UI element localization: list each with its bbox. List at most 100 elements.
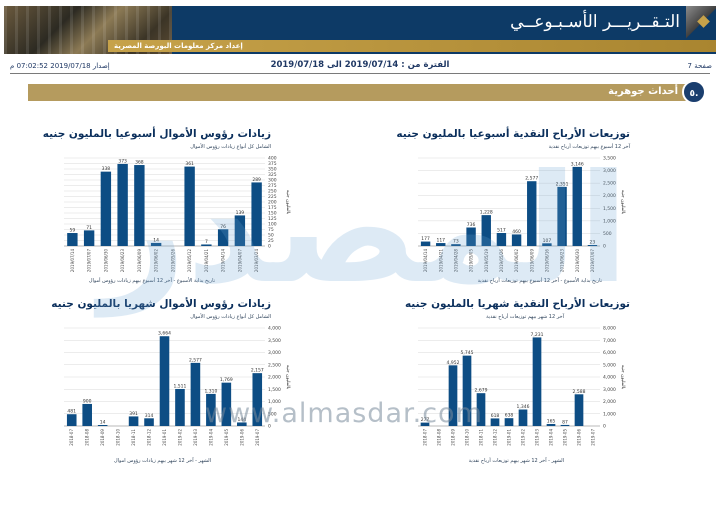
y-tick-label: 4,000 xyxy=(268,326,281,332)
y-axis-label: بالمليون جنيه xyxy=(285,365,290,389)
bar xyxy=(97,425,108,426)
data-label: 2,351 xyxy=(556,181,569,187)
bar xyxy=(476,393,486,426)
y-tick-label: 1,500 xyxy=(603,206,616,212)
x-tick-label: 2018-11 xyxy=(479,429,484,446)
data-label: 76 xyxy=(220,224,226,230)
data-label: 59 xyxy=(70,228,76,234)
data-label: 517 xyxy=(497,228,506,234)
y-tick-label: 0 xyxy=(268,424,271,430)
x-tick-label: 2019/03/24 xyxy=(254,249,259,273)
chart-subtitle: آخر 12 شهر بيهم توزيعات أرباح نقدية xyxy=(486,314,564,320)
y-tick-label: 1,000 xyxy=(603,411,616,417)
data-label: 1,511 xyxy=(174,383,187,389)
x-tick-label: 2019/06/02 xyxy=(154,249,159,273)
x-tick-label: 2019/07/07 xyxy=(590,249,595,273)
bar xyxy=(150,242,162,246)
watermark-url: www.almasdar.com xyxy=(205,398,483,429)
x-tick-label: 2019-06 xyxy=(577,429,582,446)
x-tick-label: 2019-04 xyxy=(208,429,213,446)
data-label: 900 xyxy=(83,398,92,404)
bar xyxy=(542,243,552,246)
data-label: 314 xyxy=(145,413,154,419)
y-tick-label: 25 xyxy=(268,238,274,244)
chart-title: توزيعات الأرباح النقدية شهريا بالمليون ج… xyxy=(404,298,630,310)
y-tick-label: 75 xyxy=(268,227,274,233)
data-label: 14 xyxy=(100,420,106,426)
chart-subtitle: الشامل كل أنواع زيادات رؤوس الأموال xyxy=(190,314,271,320)
data-label: 618 xyxy=(491,413,500,419)
data-label: 23 xyxy=(590,240,596,246)
bar xyxy=(237,422,247,426)
x-tick-label: 2019/05/12 xyxy=(187,249,192,273)
x-tick-label: 2019/04/14 xyxy=(423,249,428,273)
y-tick-label: 7,000 xyxy=(603,338,616,344)
data-label: 2,588 xyxy=(573,389,586,395)
bar xyxy=(66,414,77,426)
x-tick-label: 2019-01 xyxy=(507,429,512,446)
data-label: 1,228 xyxy=(480,210,493,216)
x-tick-label: 2018-09 xyxy=(100,429,105,446)
x-tick-label: 2019-02 xyxy=(177,429,182,446)
y-tick-label: 2,000 xyxy=(603,399,616,405)
x-tick-label: 2019/04/21 xyxy=(204,249,209,273)
report-title: التـقــريـــر الأسـبـوعــي xyxy=(510,12,680,32)
bar xyxy=(532,337,542,426)
chart-weekly-capital: زيادات رؤوس الأموال أسبوعيا بالمليون جني… xyxy=(43,128,295,288)
bar xyxy=(504,418,514,426)
data-label: 3,664 xyxy=(158,331,171,337)
data-label: 1,346 xyxy=(517,404,530,410)
y-tick-label: 0 xyxy=(603,244,606,250)
chart-subtitle: الشامل كل أنواع زيادات رؤوس الأموال xyxy=(190,144,271,150)
y-tick-label: 250 xyxy=(268,189,277,195)
data-label: 368 xyxy=(135,160,144,166)
x-tick-label: 2018-07 xyxy=(423,429,428,446)
issue-timestamp: إصدار 2019/07/18 07:02:52 م xyxy=(10,62,110,70)
chart-plot: 0 500 1,000 1,500 2,000 2,500 3,000 3,500 4,000 ب… xyxy=(64,326,290,446)
bar xyxy=(518,409,528,426)
data-label: 289 xyxy=(252,177,261,183)
bar xyxy=(490,418,500,426)
x-tick-label: 2018-12 xyxy=(493,429,498,446)
y-axis-label: بالمليون جنيه xyxy=(620,365,625,389)
bar xyxy=(557,186,567,246)
y-tick-label: 2,000 xyxy=(603,193,616,199)
bar xyxy=(560,424,570,426)
bar xyxy=(144,418,154,426)
data-label: 5,745 xyxy=(461,350,474,356)
x-tick-label: 2019-05 xyxy=(224,429,229,446)
x-tick-label: 2019/04/28 xyxy=(453,249,458,273)
y-tick-label: 4,000 xyxy=(603,375,616,381)
data-label: 14 xyxy=(153,237,159,243)
y-tick-label: 400 xyxy=(268,156,277,162)
bar xyxy=(83,230,95,246)
y-tick-label: 2,000 xyxy=(268,375,281,381)
bar xyxy=(234,215,246,246)
x-tick-label: 2019-07 xyxy=(591,429,596,446)
data-label: 736 xyxy=(467,222,476,228)
y-tick-label: 375 xyxy=(268,161,277,167)
chart-subtitle: آخر 12 أسبوع بيهم توزيعات أرباح نقدية xyxy=(548,144,630,150)
y-tick-label: 100 xyxy=(268,222,277,228)
chart-plot: 0255075100125150175200225250275300325350… xyxy=(64,156,290,273)
x-tick-label: 2019/06/09 xyxy=(529,249,534,273)
bar xyxy=(251,182,262,246)
x-tick-label: 2019-05 xyxy=(563,429,568,446)
bar xyxy=(82,403,92,426)
data-label: 73 xyxy=(453,239,459,245)
x-tick-label: 2019-01 xyxy=(162,429,167,446)
data-label: 4,952 xyxy=(447,360,460,366)
y-tick-label: 275 xyxy=(268,183,277,189)
y-tick-label: 350 xyxy=(268,167,277,173)
y-tick-label: 125 xyxy=(268,216,277,222)
data-label: 165 xyxy=(547,418,556,424)
x-tick-label: 2019-03 xyxy=(535,429,540,446)
chart-monthly-capital: زيادات رؤوس الأموال شهريا بالمليون جنيه … xyxy=(51,298,295,470)
bar xyxy=(574,394,584,426)
x-tick-label: 2019/06/30 xyxy=(103,249,108,273)
logo-corner-icon xyxy=(686,6,716,40)
x-tick-label: 2018-10 xyxy=(465,429,470,446)
x-tick-label: 2019/04/14 xyxy=(221,249,226,273)
y-tick-label: 0 xyxy=(603,424,606,430)
data-label: 177 xyxy=(421,236,430,242)
